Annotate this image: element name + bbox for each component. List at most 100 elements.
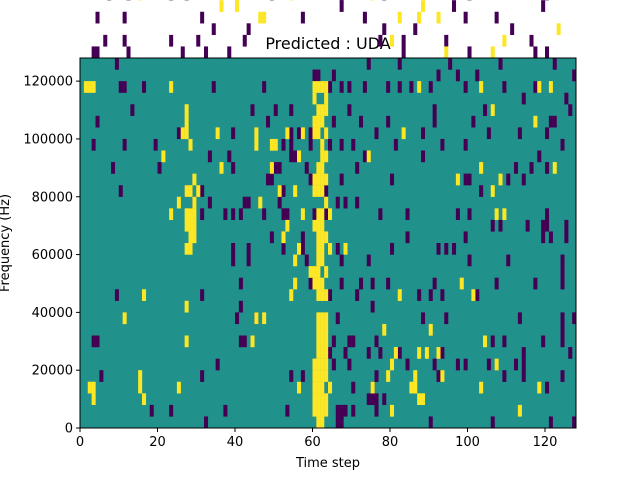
heatmap-cell-low: [200, 11, 205, 24]
heatmap-cell-high: [312, 81, 317, 93]
heatmap-cell-low: [432, 358, 437, 371]
y-tick-label: 40000: [32, 306, 73, 321]
heatmap-cell-high: [91, 393, 96, 406]
heatmap-cell-low: [114, 58, 119, 70]
heatmap-cell-high: [312, 115, 317, 128]
heatmap-cell-high: [316, 358, 321, 371]
heatmap-cell-low: [548, 231, 553, 244]
heatmap-cell-high: [320, 104, 325, 116]
heatmap-cell-low: [498, 58, 503, 70]
heatmap-cell-low: [355, 289, 360, 301]
chart-title: Predicted : UDA: [265, 34, 390, 53]
heatmap-cell-high: [502, 208, 507, 221]
heatmap-cell-low: [517, 312, 522, 325]
heatmap-cell-low: [339, 404, 344, 417]
heatmap-cell-low: [382, 23, 387, 36]
heatmap-cell-low: [238, 277, 243, 290]
heatmap-cell-low: [521, 370, 526, 382]
heatmap-cell-high: [397, 11, 402, 24]
heatmap-cell-low: [231, 243, 236, 255]
heatmap-cell-low: [545, 162, 550, 174]
heatmap-cell-high: [436, 11, 441, 24]
heatmap-cell-high: [316, 347, 321, 359]
heatmap-cell-low: [153, 138, 158, 151]
heatmap-cell-low: [231, 254, 236, 267]
heatmap-cell-high: [320, 404, 325, 417]
heatmap-cell-high: [192, 173, 197, 186]
heatmap-cell-low: [99, 370, 104, 382]
heatmap-cell-low: [560, 266, 565, 278]
heatmap-cell-low: [355, 196, 360, 209]
heatmap-cell-low: [304, 254, 309, 267]
heatmap-cell-high: [320, 115, 325, 128]
heatmap-cell-high: [320, 162, 325, 174]
heatmap-cell-high: [320, 381, 325, 394]
heatmap-cell-low: [308, 138, 313, 151]
heatmap-cell-low: [281, 208, 286, 221]
heatmap-cell-low: [521, 92, 526, 105]
heatmap-cell-low: [297, 127, 302, 140]
heatmap-cell-low: [266, 115, 271, 128]
heatmap-cell-low: [386, 115, 391, 128]
heatmap-cell-high: [324, 266, 329, 278]
heatmap-cell-low: [351, 381, 356, 394]
heatmap-cell-high: [297, 243, 302, 255]
heatmap-cell-high: [324, 127, 329, 140]
x-tick-label: 0: [76, 435, 84, 450]
heatmap-cell-low: [211, 23, 216, 36]
heatmap-cell-high: [421, 393, 426, 406]
heatmap-cell-low: [130, 104, 135, 116]
heatmap-cell-low: [331, 69, 336, 82]
heatmap-cell-high: [324, 370, 329, 382]
heatmap-cell-low: [223, 208, 228, 221]
heatmap-cell-low: [308, 173, 313, 186]
heatmap-cell-low: [440, 138, 445, 151]
heatmap-cell-high: [297, 381, 302, 394]
heatmap-cell-high: [421, 0, 426, 12]
heatmap-cell-low: [378, 347, 383, 359]
heatmap-cell-low: [304, 162, 309, 174]
y-tick-label: 100000: [23, 132, 73, 147]
heatmap-cell-low: [421, 150, 426, 163]
heatmap-cell-high: [320, 347, 325, 359]
heatmap-cell-low: [572, 312, 577, 325]
heatmap-cell-low: [529, 162, 534, 174]
heatmap-cell-high: [324, 404, 329, 417]
heatmap-cell-high: [390, 34, 395, 47]
heatmap-cell-high: [494, 208, 499, 221]
heatmap-cell-high: [312, 266, 317, 278]
heatmap-cell-low: [200, 370, 205, 382]
heatmap-cell-low: [545, 46, 550, 59]
heatmap-cell-low: [347, 358, 352, 371]
heatmap-cell-low: [362, 11, 367, 24]
heatmap-cell-high: [386, 370, 391, 382]
heatmap-cell-high: [184, 300, 189, 313]
heatmap-cell-low: [118, 185, 123, 197]
heatmap-cell-low: [366, 254, 371, 267]
heatmap-cell-low: [486, 358, 491, 371]
heatmap-cell-low: [440, 289, 445, 301]
heatmap-cell-high: [281, 231, 286, 244]
heatmap-cell-high: [479, 81, 484, 93]
heatmap-cell-high: [320, 358, 325, 371]
heatmap-cell-high: [397, 289, 402, 301]
heatmap-cell-low: [541, 0, 546, 12]
y-tick-label: 20000: [32, 364, 73, 379]
heatmap-cell-low: [374, 404, 379, 417]
heatmap-cell-low: [428, 416, 433, 429]
heatmap-cell-low: [560, 370, 565, 382]
heatmap-cell-low: [351, 335, 356, 348]
heatmap-cell-low: [374, 393, 379, 406]
heatmap-cell-high: [324, 81, 329, 93]
heatmap-cell-high: [316, 393, 321, 406]
heatmap-cell-high: [300, 208, 305, 221]
heatmap-cell-high: [192, 219, 197, 232]
heatmap-cell-low: [122, 34, 127, 47]
heatmap-cell-low: [568, 104, 573, 116]
heatmap-cell-high: [490, 104, 495, 116]
heatmap-cell-high: [316, 243, 321, 255]
heatmap-cell-high: [184, 115, 189, 128]
heatmap-cell-high: [285, 127, 290, 140]
heatmap-cell-high: [269, 138, 274, 151]
heatmap-cell-high: [316, 173, 321, 186]
